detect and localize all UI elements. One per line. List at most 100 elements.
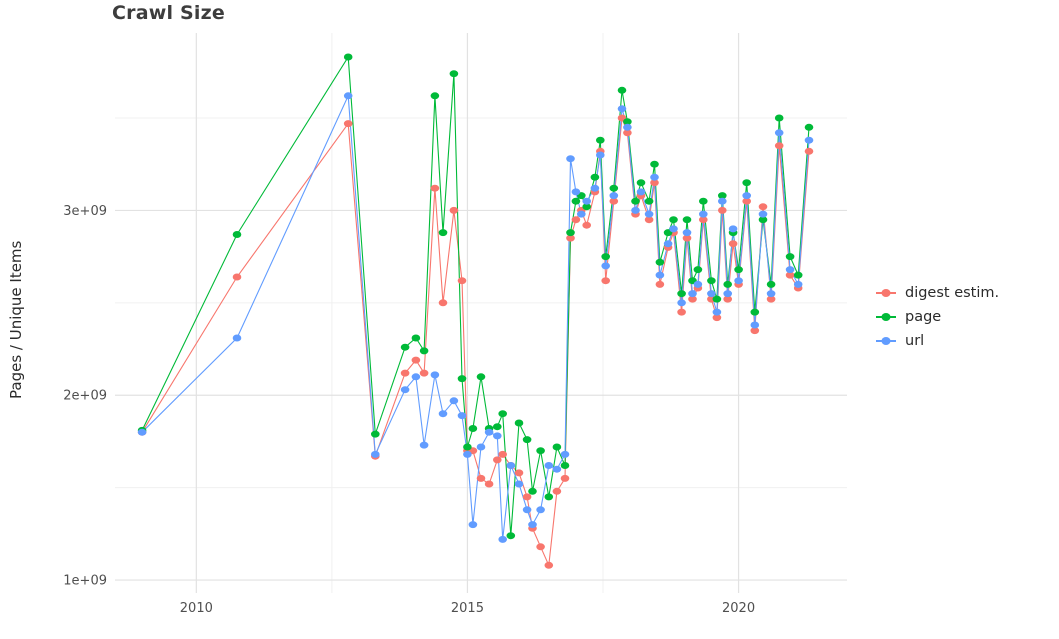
y-tick-label: 3e+09 (63, 204, 107, 219)
data-point (609, 192, 619, 200)
legend-dot-glyph (881, 336, 891, 345)
legend-key-url-icon (876, 332, 896, 349)
data-point (601, 262, 610, 270)
data-point (343, 120, 353, 128)
data-point (468, 521, 478, 529)
data-point (718, 192, 727, 200)
data-point (419, 441, 429, 449)
legend-label-url: url (905, 332, 925, 349)
data-point (718, 206, 727, 214)
data-point (785, 271, 795, 279)
data-point (682, 229, 692, 237)
data-point (728, 225, 738, 233)
legend-key-digest-icon (876, 284, 896, 301)
data-point (528, 521, 537, 529)
data-point (343, 92, 353, 100)
data-point (582, 197, 591, 205)
data-point (430, 371, 440, 379)
legend: digest estim. page url (876, 284, 999, 349)
y-tick-label: 2e+09 (63, 389, 107, 404)
data-point (677, 290, 686, 298)
data-point (774, 114, 784, 122)
data-point (552, 465, 562, 473)
data-point (742, 192, 751, 200)
data-point (536, 543, 545, 551)
data-point (677, 308, 686, 316)
data-point (644, 210, 654, 218)
data-point (785, 253, 795, 261)
data-point (493, 423, 502, 431)
data-point (438, 229, 448, 237)
data-point (430, 92, 440, 100)
data-point (498, 535, 508, 543)
data-point (493, 456, 502, 464)
data-point (476, 373, 486, 381)
legend-item-digest-estim: digest estim. (876, 284, 999, 301)
data-point (723, 290, 732, 298)
data-point (536, 506, 545, 514)
data-point (544, 561, 554, 569)
data-point (463, 450, 472, 458)
data-point (804, 123, 814, 131)
data-point (506, 462, 516, 469)
data-point (596, 136, 605, 144)
data-point (571, 216, 581, 224)
data-point (655, 258, 665, 266)
data-point (617, 105, 627, 113)
data-point (804, 147, 814, 155)
data-point (774, 142, 784, 150)
data-point (522, 493, 532, 501)
data-point (468, 425, 478, 432)
data-point (623, 123, 632, 131)
data-point (232, 273, 242, 281)
data-point (137, 428, 147, 436)
data-point (636, 188, 646, 196)
data-point (682, 216, 692, 224)
data-point (419, 369, 429, 377)
data-point (596, 151, 605, 159)
x-tick-label: 2015 (451, 601, 484, 616)
data-point (552, 487, 562, 495)
data-point (438, 410, 448, 418)
data-point (636, 179, 646, 187)
data-point (560, 450, 570, 458)
data-point (514, 419, 524, 427)
data-point (693, 266, 703, 274)
data-point (430, 184, 440, 192)
data-point (528, 487, 537, 495)
data-point (457, 412, 467, 420)
data-point (650, 160, 659, 168)
data-point (577, 210, 586, 218)
data-point (750, 308, 760, 316)
x-tick-label: 2020 (722, 601, 755, 616)
data-point (609, 184, 619, 192)
data-point (449, 206, 459, 214)
data-point (766, 290, 776, 298)
data-point (400, 386, 410, 394)
data-point (522, 506, 532, 514)
data-point (655, 280, 665, 288)
data-point (343, 53, 353, 61)
data-point (758, 210, 768, 218)
data-point (766, 295, 776, 303)
data-point (566, 234, 575, 242)
data-point (693, 280, 703, 288)
data-point (774, 129, 784, 137)
data-point (688, 290, 697, 298)
data-point (571, 188, 581, 196)
data-point (631, 206, 640, 214)
data-point (723, 280, 732, 288)
data-point (663, 240, 673, 248)
data-point (742, 197, 751, 205)
data-point (411, 356, 421, 364)
data-point (449, 397, 459, 405)
data-point (571, 197, 581, 205)
legend-item-page: page (876, 308, 999, 325)
data-point (758, 203, 768, 211)
data-point (601, 277, 610, 285)
data-point (457, 375, 467, 383)
y-tick-label: 1e+09 (63, 574, 107, 589)
data-point (400, 369, 410, 377)
